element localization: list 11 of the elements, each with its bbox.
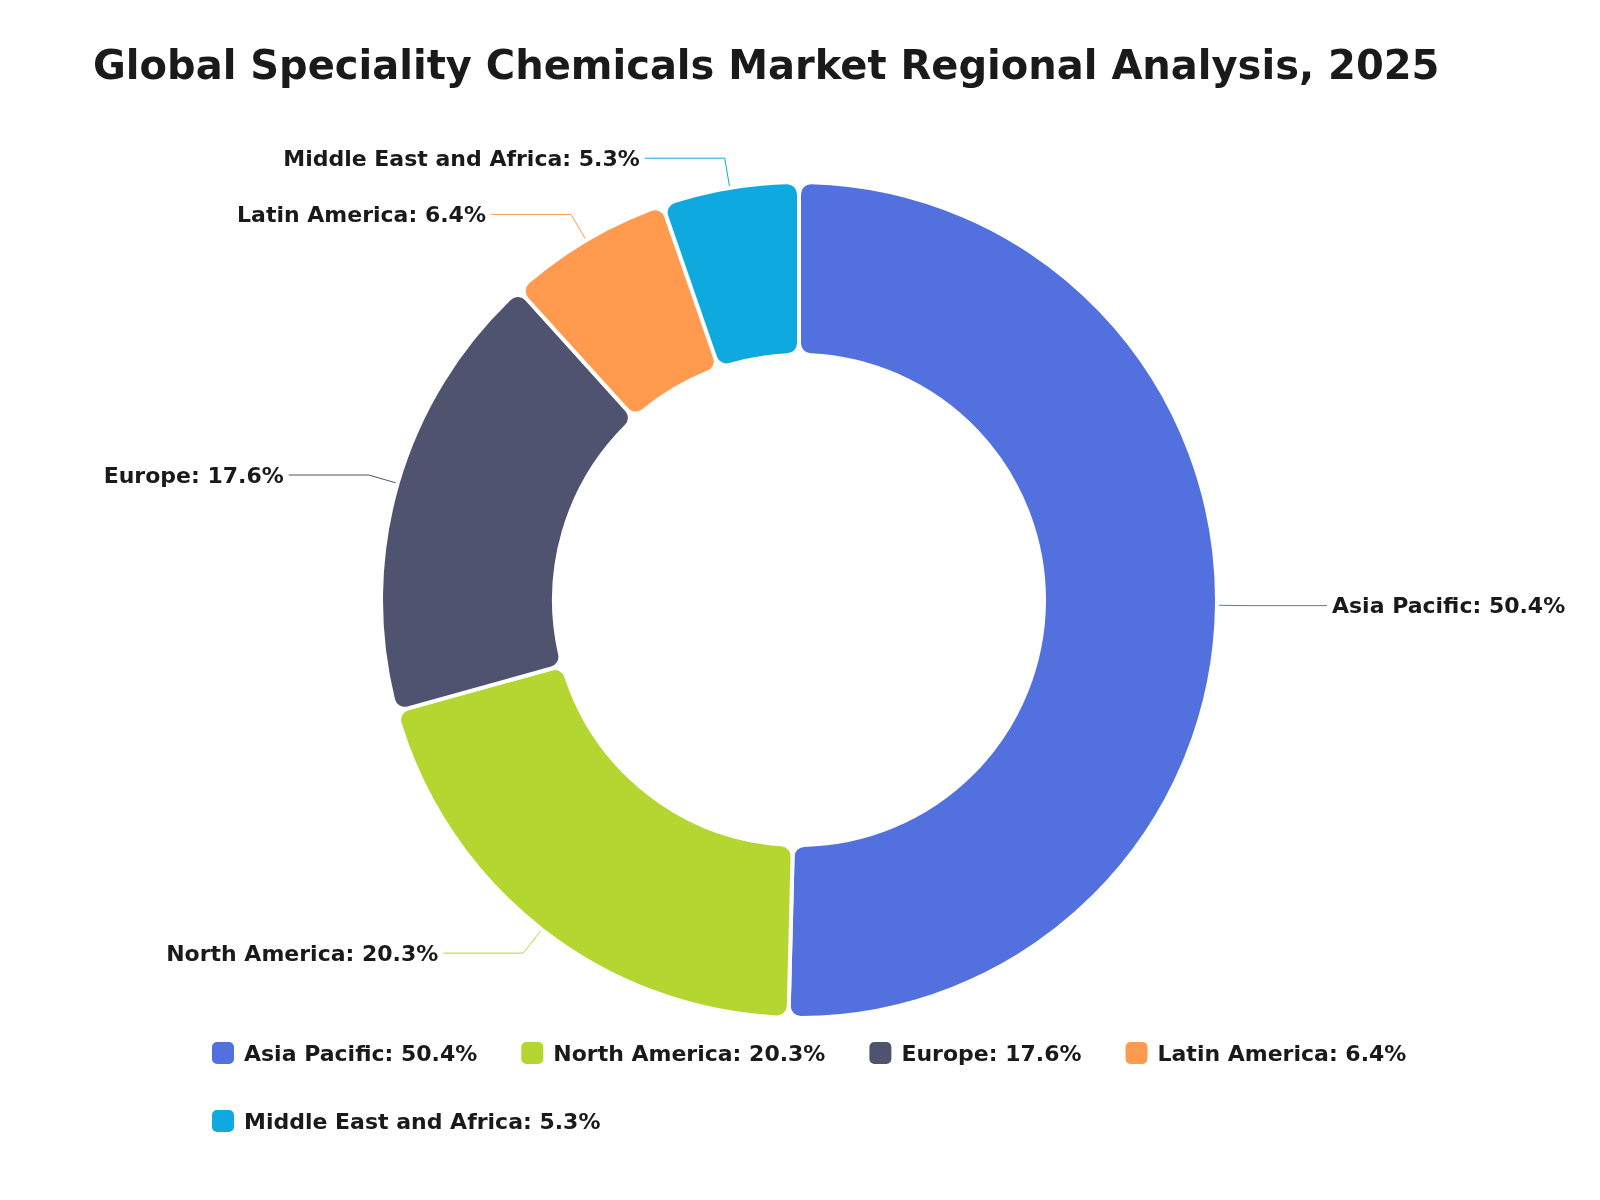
chart-title: Global Speciality Chemicals Market Regional Analysis, 2025: [93, 42, 1440, 88]
legend-label: Latin America: 6.4%: [1157, 1040, 1407, 1066]
legend-label: North America: 20.3%: [553, 1040, 826, 1066]
slice-label: Europe: 17.6%: [103, 462, 284, 488]
slice-label: Latin America: 6.4%: [237, 201, 486, 227]
legend-label: Europe: 17.6%: [901, 1040, 1082, 1066]
slice-label: Middle East and Africa: 5.3%: [283, 145, 640, 171]
slice-label: North America: 20.3%: [166, 940, 439, 966]
legend-label: Asia Pacific: 50.4%: [244, 1040, 478, 1066]
slice-label: Asia Pacific: 50.4%: [1331, 593, 1566, 619]
legend-label: Middle East and Africa: 5.3%: [244, 1108, 601, 1134]
